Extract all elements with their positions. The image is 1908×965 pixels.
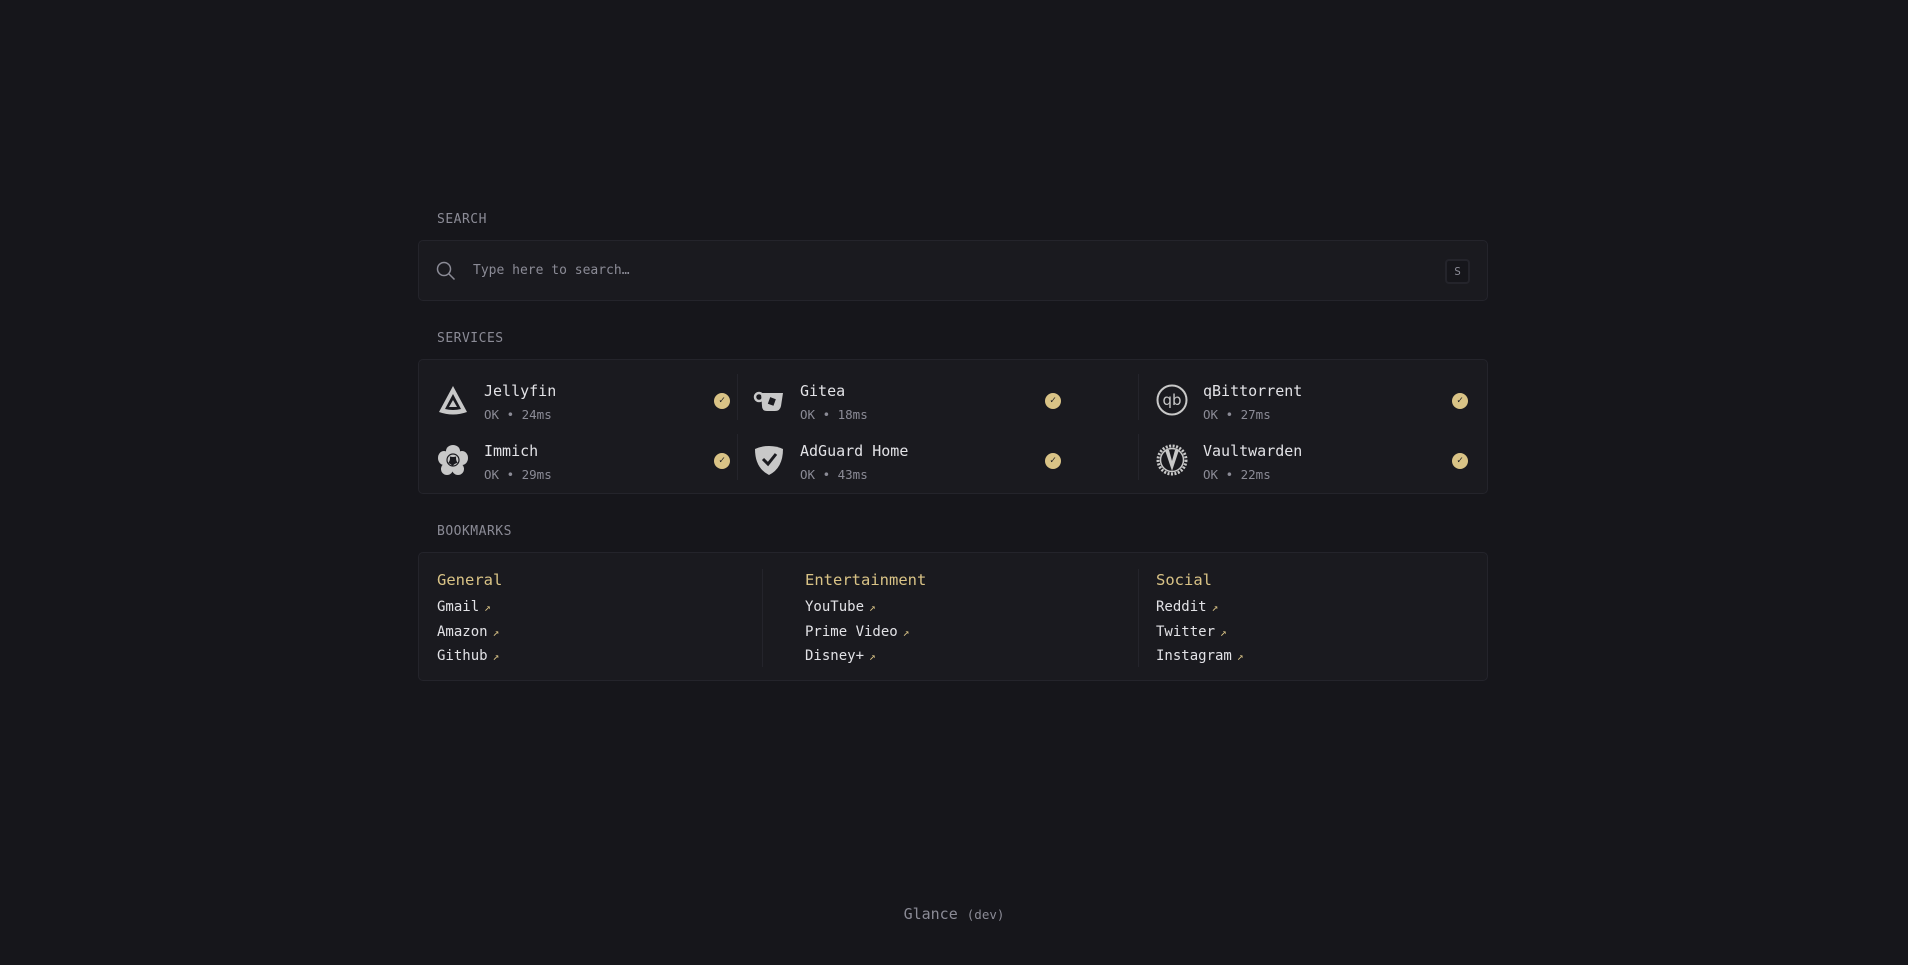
status-ok-icon: ✓ (1045, 393, 1061, 409)
service-status: OK • 24ms (484, 407, 552, 422)
bookmark-link[interactable]: Prime Video ↗ (805, 623, 910, 640)
adguard-icon (755, 446, 783, 475)
status-ok-icon: ✓ (714, 453, 730, 469)
column-divider (1138, 569, 1139, 667)
external-link-icon: ↗ (492, 650, 500, 663)
bookmark-group-entertainment: Entertainment YouTube ↗ Prime Video ↗ Disn… (805, 571, 926, 669)
service-status: OK • 29ms (484, 467, 552, 482)
search-box[interactable]: S (418, 240, 1488, 301)
status-ok-icon: ✓ (1045, 453, 1061, 469)
search-icon (436, 261, 456, 281)
status-ok-icon: ✓ (714, 393, 730, 409)
external-link-icon: ↗ (1211, 601, 1219, 614)
external-link-icon: ↗ (869, 601, 876, 614)
service-adguard-home[interactable]: AdGuard Home OK • 43ms ✓ (753, 440, 1063, 490)
footer-app-name: Glance (903, 905, 958, 923)
vaultwarden-icon (1156, 444, 1188, 476)
bookmark-link[interactable]: Amazon ↗ (437, 623, 500, 640)
bookmark-link[interactable]: Instagram ↗ (1156, 648, 1244, 664)
bookmark-group-title: Social (1156, 571, 1212, 589)
search-section-label: SEARCH (437, 212, 487, 227)
service-status: OK • 27ms (1203, 407, 1271, 422)
bookmark-group-title: Entertainment (805, 571, 927, 589)
service-jellyfin[interactable]: Jellyfin OK • 24ms ✓ (437, 380, 732, 430)
column-divider (737, 434, 738, 480)
service-name: Immich (484, 442, 539, 460)
service-status: OK • 43ms (800, 467, 868, 482)
service-name: AdGuard Home (800, 442, 909, 460)
external-link-icon: ↗ (1220, 625, 1227, 639)
bookmark-group-title: General (437, 571, 503, 589)
bookmarks-section-label: BOOKMARKS (437, 524, 512, 539)
bookmark-group-general: General Gmail ↗ Amazon ↗ Github ↗ (437, 571, 502, 669)
services-panel: Jellyfin OK • 24ms ✓ Gitea OK • 18ms ✓ q… (418, 359, 1488, 494)
service-name: qBittorrent (1203, 382, 1303, 400)
service-name: Vaultwarden (1203, 442, 1303, 460)
service-vaultwarden[interactable]: Vaultwarden OK • 22ms ✓ (1156, 440, 1469, 490)
column-divider (1138, 434, 1139, 480)
services-section-label: SERVICES (437, 331, 504, 346)
service-status: OK • 22ms (1203, 467, 1271, 482)
status-ok-icon: ✓ (1452, 393, 1468, 409)
service-status: OK • 18ms (800, 407, 868, 422)
immich-icon (438, 445, 468, 475)
external-link-icon: ↗ (492, 625, 500, 639)
bookmark-link[interactable]: YouTube ↗ (805, 599, 876, 615)
search-input[interactable] (473, 255, 1373, 285)
bookmark-group-social: Social Reddit ↗ Twitter ↗ Instagram ↗ (1156, 571, 1243, 669)
bookmark-link[interactable]: Twitter ↗ (1156, 623, 1227, 640)
bookmark-link[interactable]: Gmail ↗ (437, 599, 491, 615)
jellyfin-icon (439, 386, 467, 415)
service-qbittorrent[interactable]: qb qBittorrent OK • 27ms ✓ (1156, 380, 1469, 430)
service-name: Gitea (800, 382, 846, 400)
footer: Glance (dev) (0, 905, 1908, 923)
qbittorrent-icon: qb (1156, 384, 1188, 416)
service-immich[interactable]: Immich OK • 29ms ✓ (437, 440, 732, 490)
external-link-icon: ↗ (869, 650, 876, 663)
search-shortcut-key: S (1445, 259, 1470, 284)
bookmark-link[interactable]: Disney+ ↗ (805, 648, 876, 664)
column-divider (762, 569, 763, 667)
external-link-icon: ↗ (1236, 650, 1244, 663)
external-link-icon: ↗ (902, 625, 910, 639)
footer-version: (dev) (966, 907, 1005, 922)
bookmark-link[interactable]: Reddit ↗ (1156, 599, 1219, 615)
bookmarks-panel: General Gmail ↗ Amazon ↗ Github ↗ Entertain… (418, 552, 1488, 681)
service-gitea[interactable]: Gitea OK • 18ms ✓ (753, 380, 1063, 430)
bookmark-link[interactable]: Github ↗ (437, 648, 500, 664)
svg-text:qb: qb (1162, 391, 1181, 409)
service-name: Jellyfin (484, 382, 557, 400)
external-link-icon: ↗ (484, 601, 491, 614)
column-divider (737, 374, 738, 420)
column-divider (1138, 374, 1139, 420)
status-ok-icon: ✓ (1452, 453, 1468, 469)
gitea-icon (753, 391, 783, 411)
